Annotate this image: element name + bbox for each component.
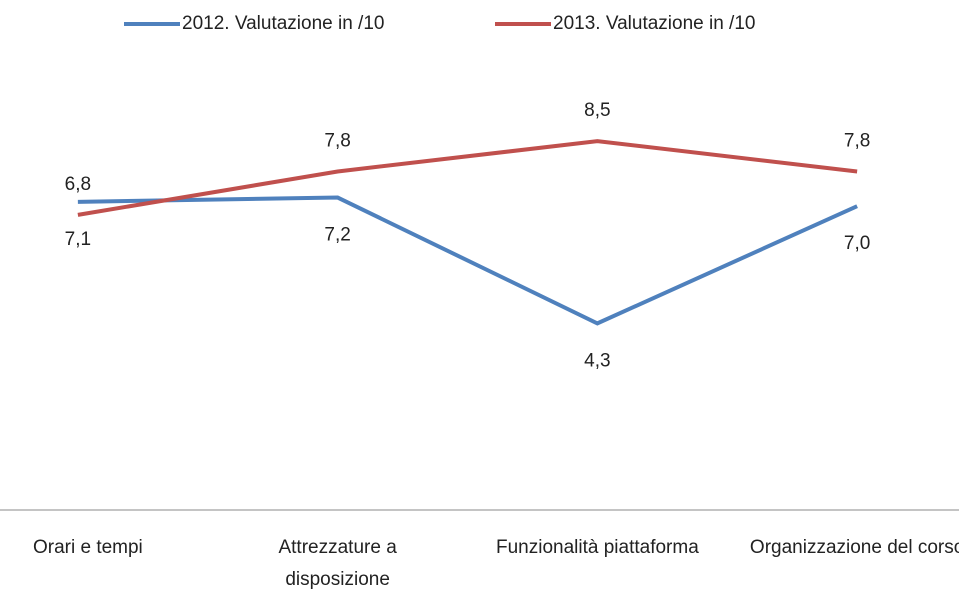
line — [77, 195, 858, 326]
x-tick-label: Organizzazione del corso — [749, 537, 959, 558]
data-label: 4,3 — [584, 350, 610, 371]
data-label: 7,1 — [65, 229, 91, 250]
x-tick-label: Orari e tempi — [32, 537, 143, 558]
data-label: 7,8 — [324, 130, 350, 151]
data-label: 6,8 — [65, 174, 91, 195]
data-label: 7,8 — [844, 130, 870, 151]
legend-label: 2013. Valutazione in /10 — [553, 13, 755, 34]
legend-label: 2012. Valutazione in /10 — [182, 13, 384, 34]
x-tick-label: Funzionalità piattaforma — [495, 537, 699, 558]
data-label: 7,2 — [324, 225, 350, 246]
data-label: 7,0 — [844, 233, 870, 254]
line — [77, 139, 858, 217]
data-label: 8,5 — [584, 100, 610, 121]
x-tick-label: Attrezzature a disposizione — [278, 537, 397, 589]
